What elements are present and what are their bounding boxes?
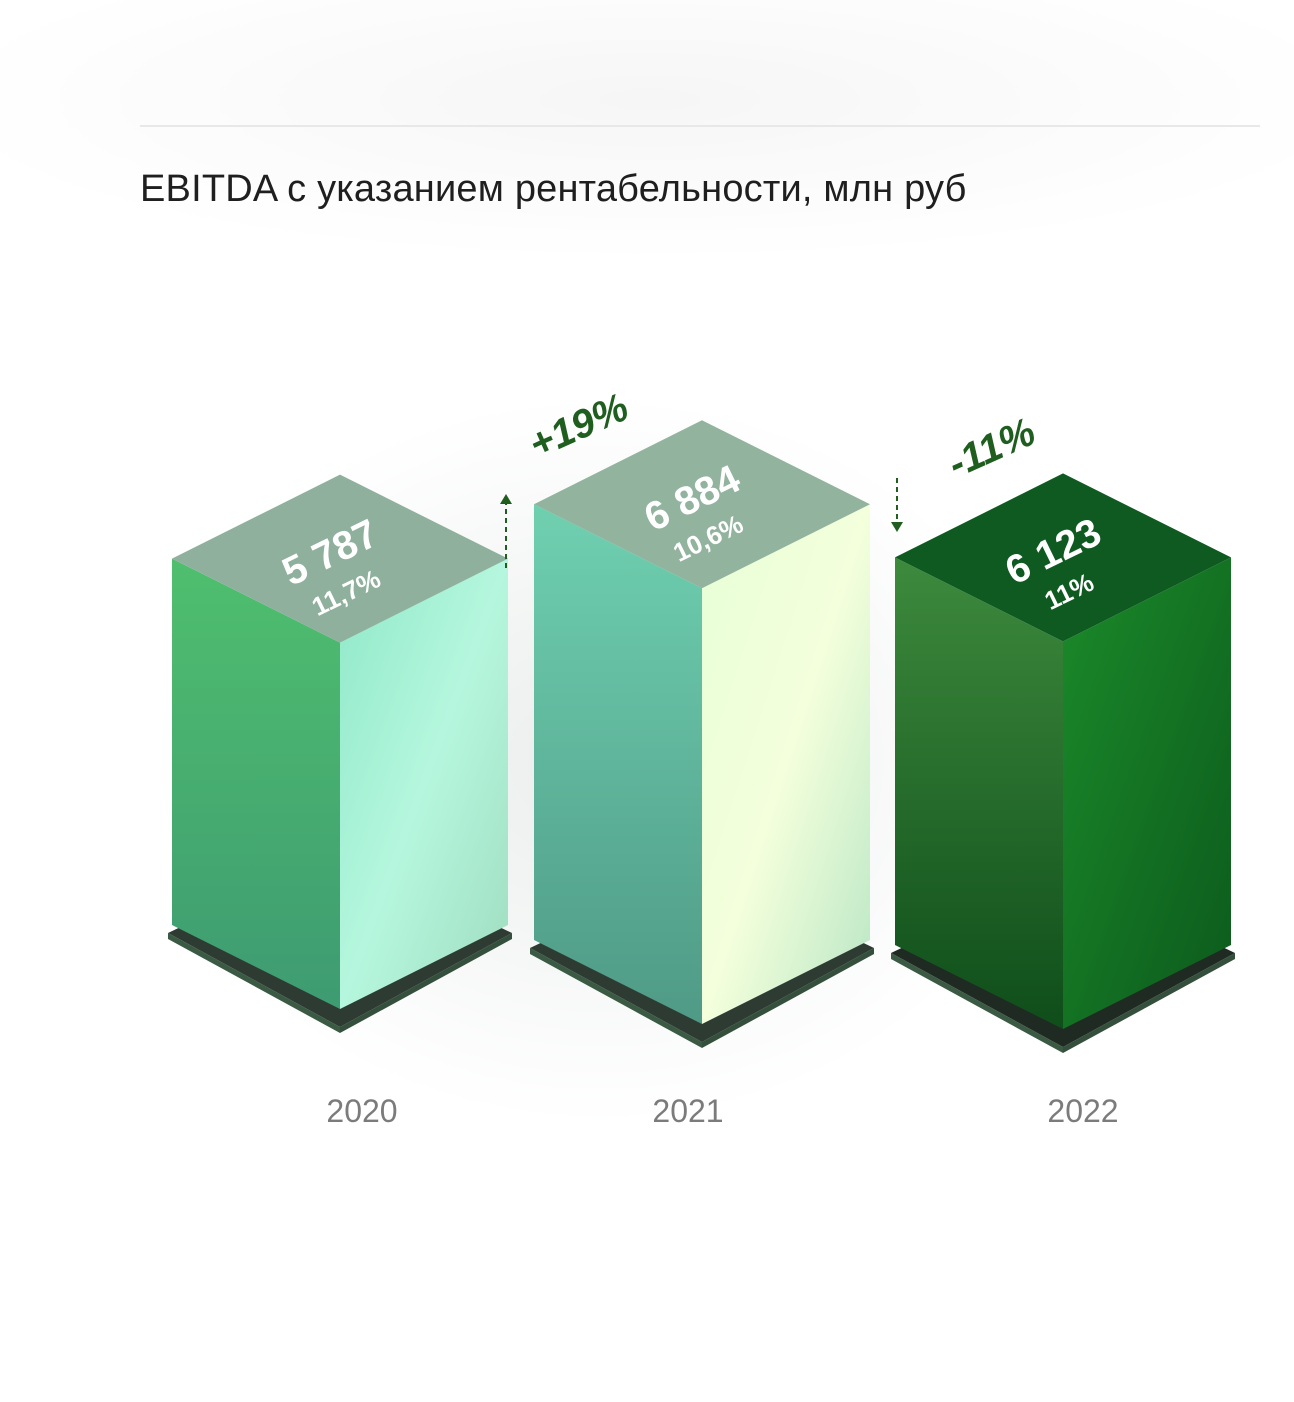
bar-right-face-2022	[1063, 557, 1231, 1029]
x-tick-label-2022: 2022	[1047, 1093, 1118, 1129]
bar-top-face-2021	[534, 420, 870, 589]
bar-top-face-2020	[172, 474, 508, 643]
bar-right-face-2021	[702, 504, 870, 1024]
bar-right-face-2020	[340, 558, 508, 1009]
change-label-1: -11%	[941, 410, 1042, 487]
x-tick-label-2020: 2020	[326, 1093, 397, 1129]
bar-left-face-2020	[172, 558, 340, 1009]
bar-2022	[891, 473, 1235, 1053]
bar-2021	[530, 420, 874, 1048]
bar-left-face-2021	[534, 504, 702, 1024]
chart-title: EBITDA с указанием рентабельности, млн р…	[140, 168, 967, 210]
change-label-0: +19%	[523, 385, 635, 467]
bar-top-face-2022	[895, 473, 1231, 642]
change-arrowhead-0	[500, 494, 512, 504]
top-divider	[140, 125, 1260, 127]
x-tick-label-2021: 2021	[652, 1093, 723, 1129]
bar-2020	[168, 474, 512, 1033]
change-arrowhead-1	[891, 522, 903, 532]
bar-left-face-2022	[895, 557, 1063, 1029]
